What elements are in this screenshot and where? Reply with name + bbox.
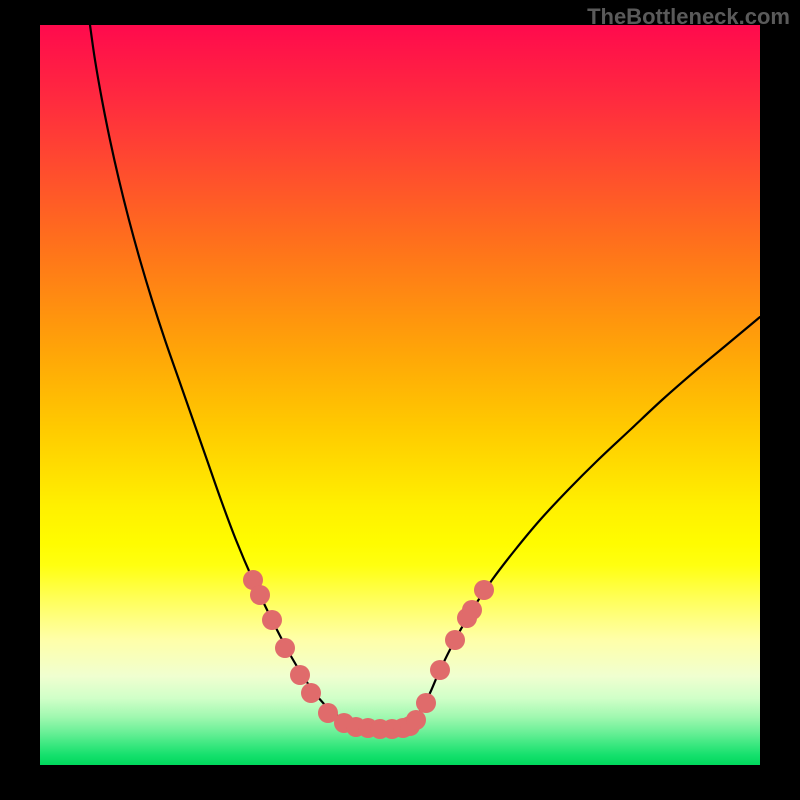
- bottleneck-curve: [90, 25, 760, 729]
- data-marker: [250, 585, 270, 605]
- data-marker: [290, 665, 310, 685]
- data-marker: [430, 660, 450, 680]
- data-marker: [406, 710, 426, 730]
- data-marker: [445, 630, 465, 650]
- data-marker: [416, 693, 436, 713]
- data-marker: [462, 600, 482, 620]
- data-marker: [301, 683, 321, 703]
- watermark-text: TheBottleneck.com: [587, 4, 790, 30]
- data-marker: [262, 610, 282, 630]
- curve-layer: [0, 0, 800, 800]
- chart-container: TheBottleneck.com: [0, 0, 800, 800]
- data-marker: [275, 638, 295, 658]
- data-marker: [474, 580, 494, 600]
